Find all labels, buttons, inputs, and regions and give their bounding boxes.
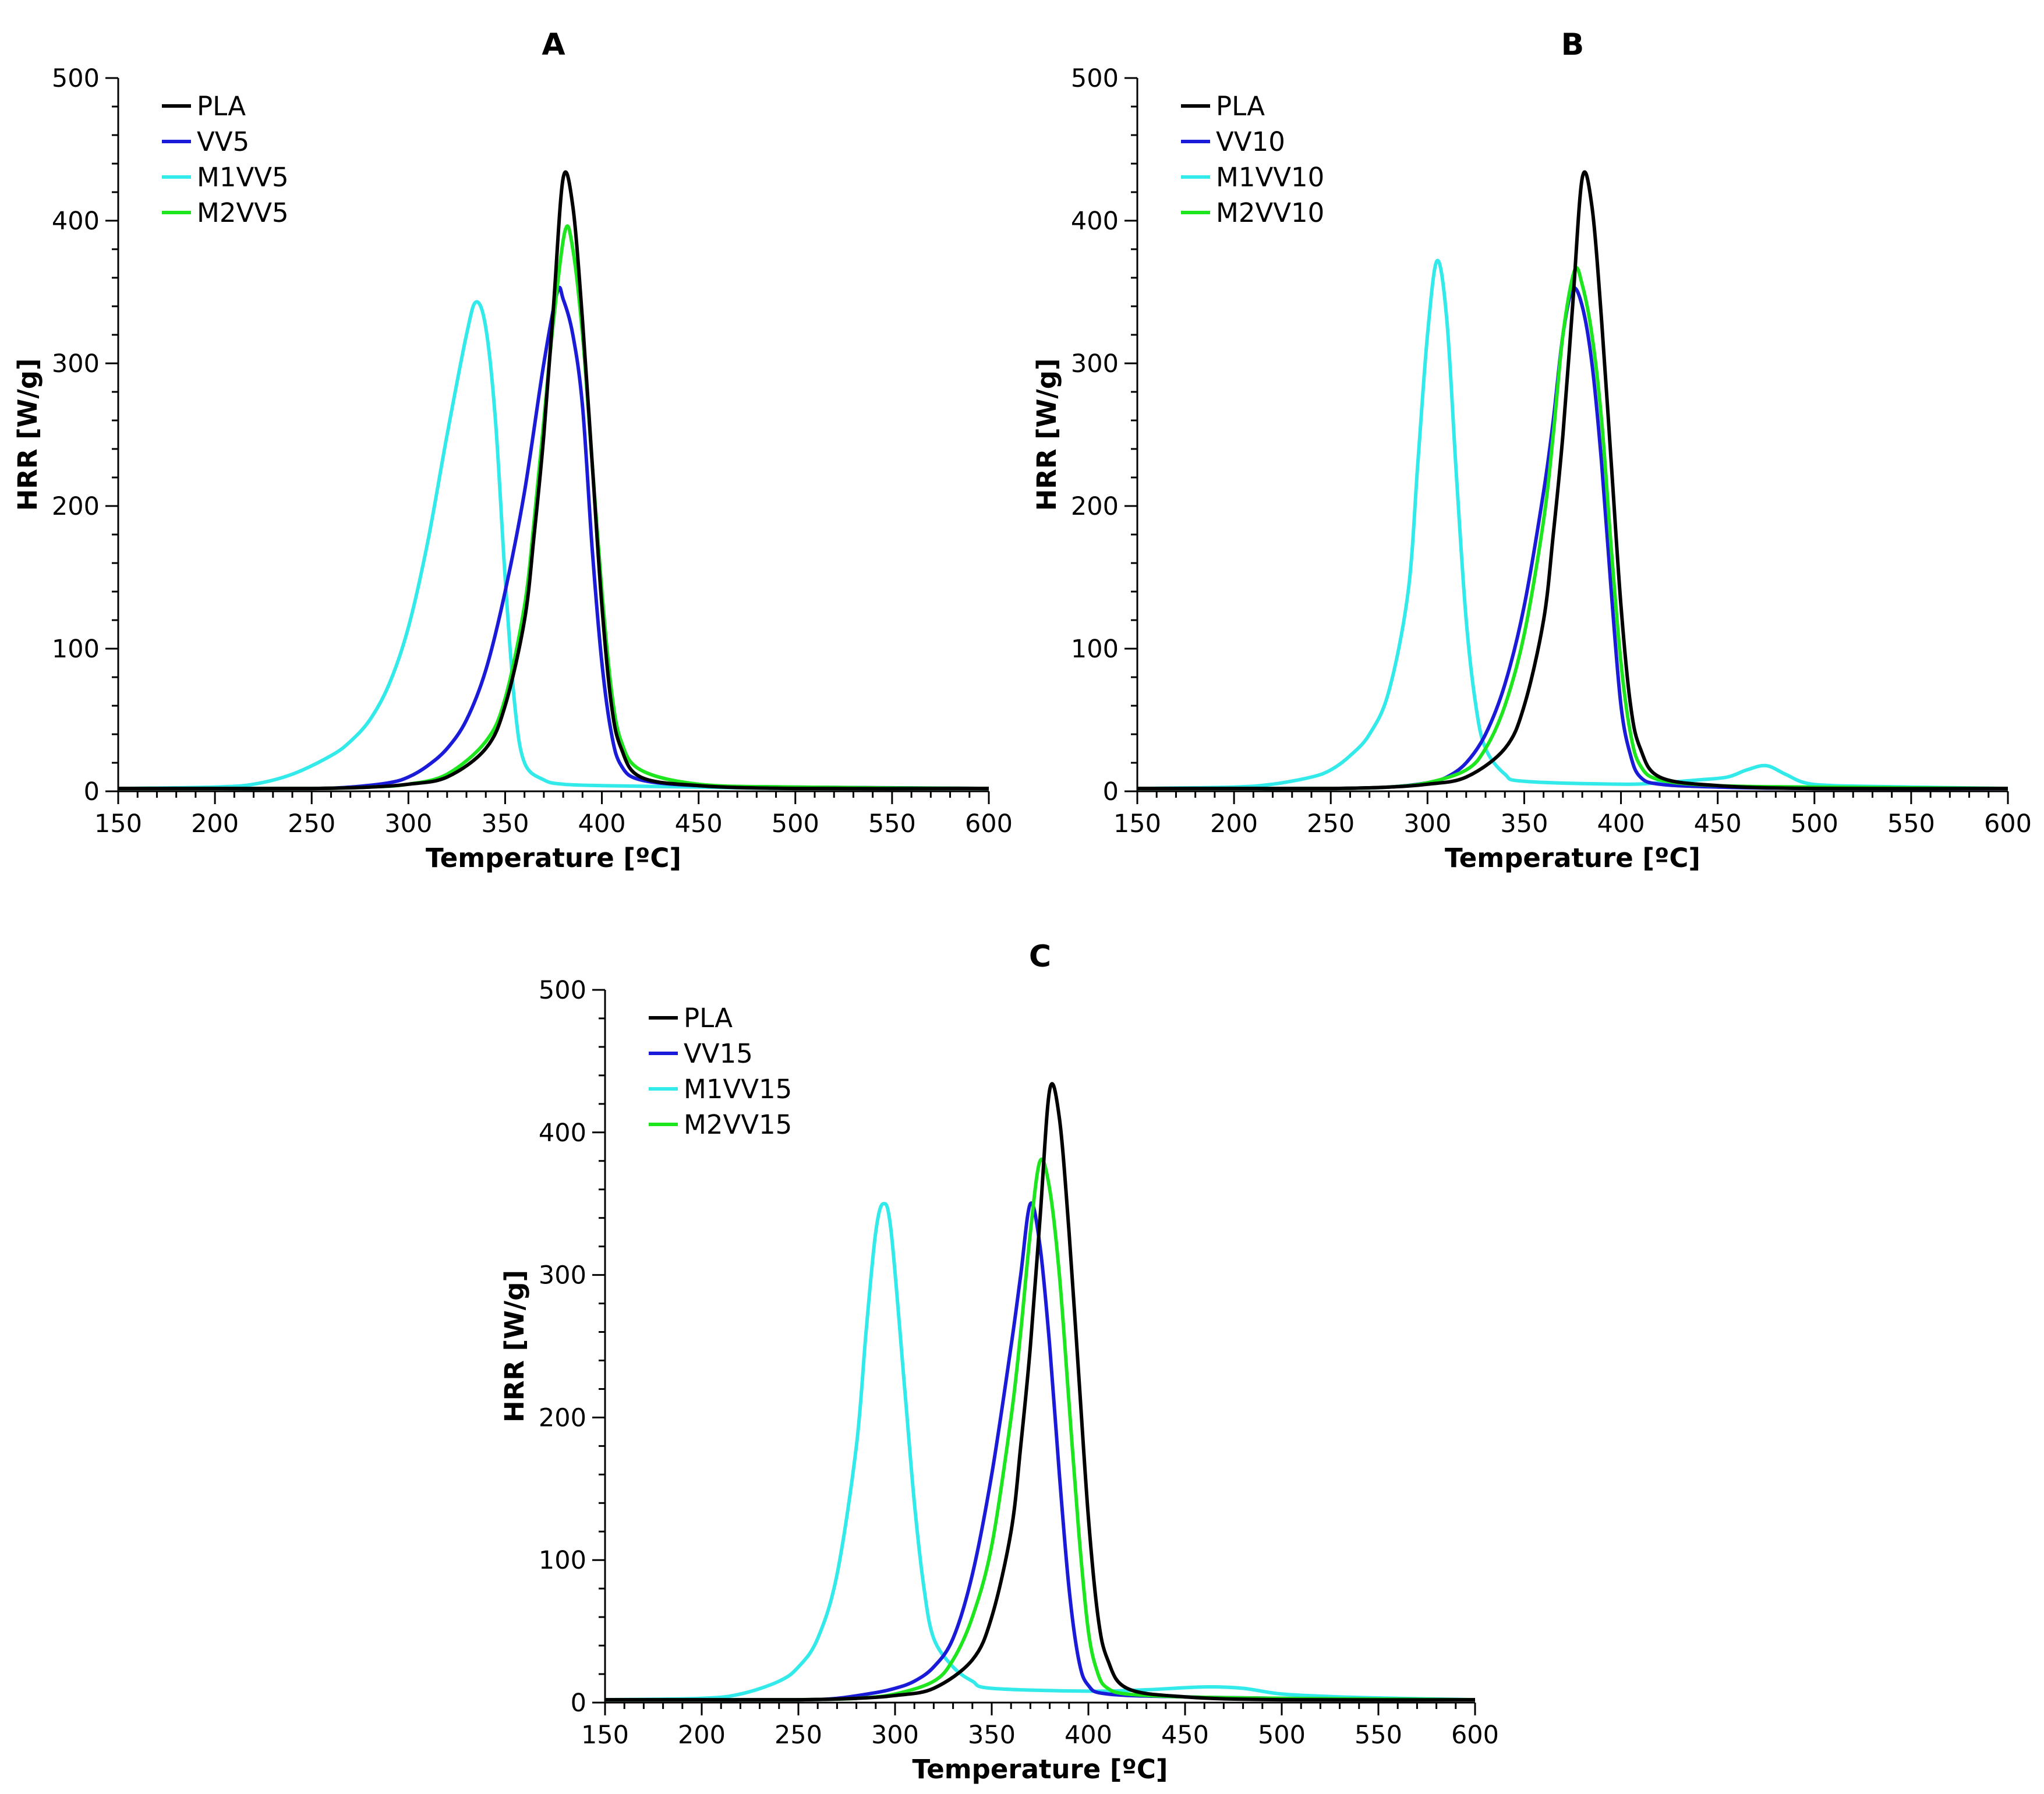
x-axis-title: Temperature [ºC]	[426, 843, 681, 873]
legend-label: M2VV5	[197, 197, 289, 228]
x-axis-title: Temperature [ºC]	[1445, 843, 1700, 873]
legend-label: M1VV5	[197, 162, 289, 193]
x-tick-label: 200	[1210, 809, 1258, 838]
legend-label: M2VV10	[1216, 197, 1324, 228]
legend-label: VV5	[197, 126, 249, 157]
x-tick-label: 600	[1451, 1721, 1499, 1750]
x-tick-label: 300	[871, 1721, 919, 1750]
legend: PLA VV10 M1VV10 M2VV10	[1181, 91, 1324, 228]
legend: PLA VV5 M1VV5 M2VV5	[162, 91, 289, 228]
x-tick-label: 150	[581, 1721, 629, 1750]
legend-label: M1VV15	[684, 1074, 792, 1105]
x-tick-label: 250	[775, 1721, 822, 1750]
x-tick-label: 350	[481, 809, 529, 838]
x-tick-label: 200	[191, 809, 239, 838]
legend-label: VV10	[1216, 126, 1285, 157]
y-axis-title: HRR [W/g]	[12, 358, 43, 511]
x-tick-label: 500	[1791, 809, 1838, 838]
y-axis-title: HRR [W/g]	[1031, 358, 1062, 511]
legend-label: PLA	[1216, 91, 1265, 122]
y-tick-label: 200	[539, 1403, 586, 1432]
panel-a: A 0 100 200 300 400 500 150 200 250 300 350 400 450 50…	[12, 27, 1013, 873]
series-line-vv10	[1137, 286, 2008, 791]
panel-title: A	[542, 27, 565, 62]
y-tick-label: 500	[1071, 64, 1119, 93]
legend-label: M1VV10	[1216, 162, 1324, 193]
y-tick-label: 300	[1071, 349, 1119, 378]
x-tick-label: 250	[288, 809, 335, 838]
x-tick-label: 550	[868, 809, 916, 838]
y-tick-label: 100	[52, 635, 100, 664]
x-axis-title: Temperature [ºC]	[913, 1754, 1168, 1785]
x-tick-label: 400	[1065, 1721, 1112, 1750]
y-tick-label: 400	[539, 1119, 586, 1148]
series-line-m1vv5	[118, 300, 989, 791]
legend-label: M2VV15	[684, 1109, 792, 1140]
panel-title: B	[1561, 27, 1585, 62]
plot-area	[118, 170, 989, 791]
series-line-m2vv10	[1137, 266, 2008, 791]
y-tick-label: 400	[52, 207, 100, 236]
x-tick-label: 550	[1355, 1721, 1402, 1750]
x-tick-label: 150	[1113, 809, 1161, 838]
y-tick-label: 300	[52, 349, 100, 378]
series-line-pla	[1137, 170, 2008, 791]
x-tick-label: 300	[384, 809, 432, 838]
x-tick-label: 150	[94, 809, 142, 838]
y-tick-label: 100	[1071, 635, 1119, 664]
y-tick-label: 400	[1071, 207, 1119, 236]
y-tick-label: 500	[539, 976, 586, 1005]
y-tick-label: 500	[52, 64, 100, 93]
x-tick-label: 450	[1694, 809, 1742, 838]
x-tick-label: 450	[675, 809, 723, 838]
x-tick-label: 450	[1161, 1721, 1209, 1750]
y-axis-title: HRR [W/g]	[499, 1270, 530, 1423]
panel-b: B 0 100 200 300 400 500 150 200 250 300 350 400 450 50…	[1031, 27, 2032, 873]
x-tick-label: 600	[965, 809, 1013, 838]
x-tick-label: 600	[1984, 809, 2032, 838]
series-line-vv15	[605, 1201, 1475, 1702]
panel-c: C 0 100 200 300 400 500 150 200 250 300 350 400 450 50…	[499, 939, 1499, 1785]
plot-area	[605, 1082, 1475, 1702]
y-tick-label: 0	[84, 777, 100, 806]
x-tick-label: 500	[772, 809, 819, 838]
legend-label: PLA	[197, 91, 246, 122]
x-tick-label: 350	[968, 1721, 1016, 1750]
y-tick-label: 0	[1103, 777, 1119, 806]
legend-label: VV15	[684, 1038, 753, 1069]
x-tick-label: 250	[1307, 809, 1355, 838]
x-tick-label: 350	[1500, 809, 1548, 838]
x-tick-label: 300	[1403, 809, 1451, 838]
series-line-m1vv15	[605, 1202, 1475, 1702]
panel-title: C	[1029, 939, 1051, 974]
x-tick-label: 400	[1597, 809, 1645, 838]
y-tick-label: 200	[1071, 492, 1119, 521]
series-line-pla	[605, 1082, 1475, 1702]
x-tick-label: 200	[678, 1721, 726, 1750]
x-tick-label: 550	[1887, 809, 1935, 838]
series-line-m1vv10	[1137, 259, 2008, 791]
y-tick-label: 300	[539, 1261, 586, 1290]
x-tick-label: 400	[578, 809, 626, 838]
series-line-pla	[118, 170, 989, 791]
legend: PLA VV15 M1VV15 M2VV15	[649, 1003, 792, 1140]
plot-area	[1137, 170, 2008, 791]
legend-label: PLA	[684, 1003, 733, 1034]
y-tick-label: 0	[571, 1689, 586, 1718]
y-tick-label: 200	[52, 492, 100, 521]
x-tick-label: 500	[1258, 1721, 1306, 1750]
series-line-vv5	[118, 285, 989, 791]
y-tick-label: 100	[539, 1546, 586, 1575]
